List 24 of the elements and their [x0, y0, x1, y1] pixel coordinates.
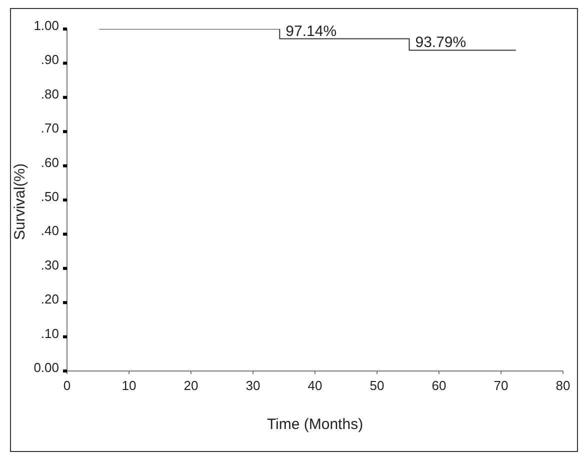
x-axis-title: Time (Months): [266, 416, 364, 433]
x-tick-label: 70: [494, 378, 508, 393]
x-tick-label: 30: [246, 378, 260, 393]
y-tick-label: .40: [40, 223, 59, 238]
y-tick-label: .80: [40, 86, 59, 102]
y-tick-label: 0.00: [34, 360, 59, 375]
x-tick-label: 20: [184, 378, 198, 393]
annotation: 97.14%: [286, 22, 337, 40]
y-tick-label: .70: [40, 120, 59, 136]
x-tick-label: 0: [63, 378, 71, 393]
y-tick-label: 1.00: [34, 18, 59, 33]
y-tick-label: .20: [40, 292, 59, 307]
x-tick-label: 10: [122, 378, 136, 393]
y-axis-title: Survival(%): [11, 163, 28, 240]
y-tick-label: .50: [40, 189, 59, 204]
y-tick-label: .60: [40, 154, 59, 170]
x-tick-label: 60: [432, 378, 446, 393]
y-tick-label: .10: [40, 326, 59, 341]
y-tick-label: .30: [40, 257, 59, 272]
y-tick-label: .90: [40, 52, 59, 68]
x-tick-label: 40: [308, 378, 322, 393]
x-tick-label: 80: [556, 378, 570, 393]
x-tick-label: 50: [370, 378, 384, 393]
annotation: 93.79%: [415, 34, 466, 52]
